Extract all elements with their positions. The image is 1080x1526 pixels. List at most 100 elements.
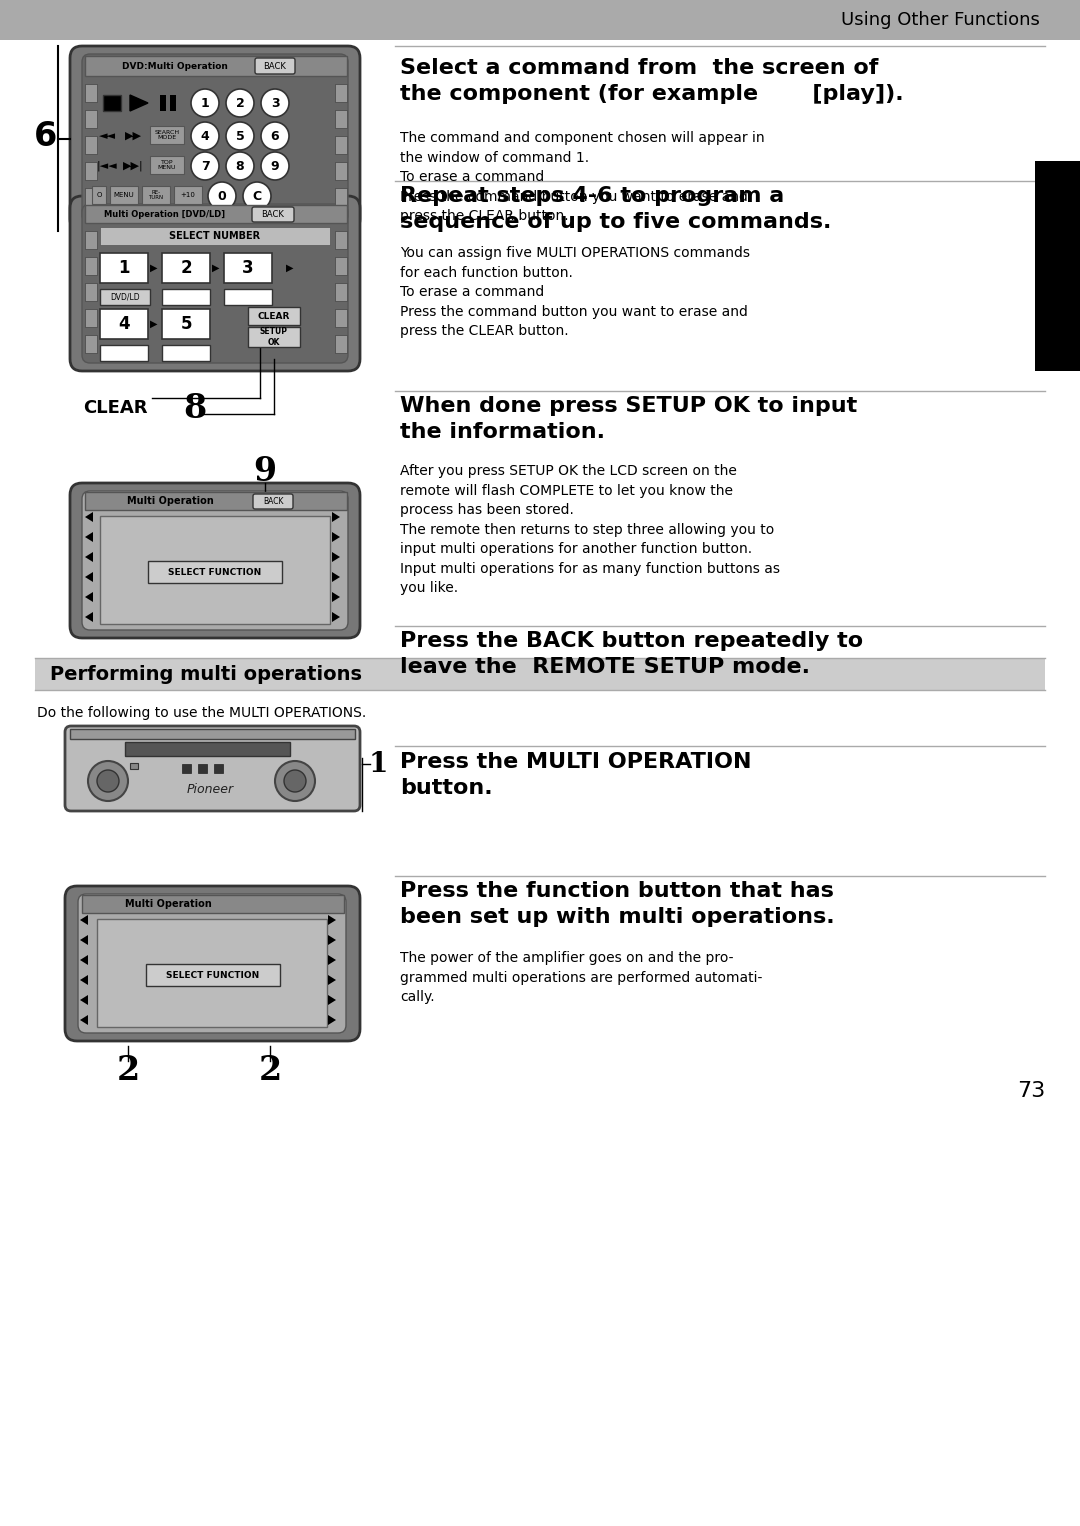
Bar [248,307,300,325]
Circle shape [87,761,129,801]
Text: 1: 1 [118,259,130,278]
Polygon shape [328,916,336,925]
Bar [224,253,272,282]
Polygon shape [328,935,336,945]
Bar [162,345,210,362]
Text: Select a command from  the screen of
the component (for example       [play]).: Select a command from the screen of the … [400,58,904,104]
Polygon shape [332,552,340,562]
Text: ▶▶|: ▶▶| [123,160,144,171]
Bar [100,227,330,246]
Polygon shape [85,533,93,542]
Text: Press the function button that has
been set up with multi operations.: Press the function button that has been … [400,881,835,928]
Bar [335,256,347,275]
Bar [97,919,327,1027]
Text: 3: 3 [271,96,280,110]
Polygon shape [80,995,87,1006]
Text: 6: 6 [271,130,280,142]
Circle shape [191,153,219,180]
Polygon shape [332,572,340,581]
Text: ▶: ▶ [150,262,158,273]
Polygon shape [85,552,93,562]
Bar [335,188,347,206]
Bar [335,136,347,154]
Text: Multi Operation: Multi Operation [124,899,212,909]
Bar [335,162,347,180]
Bar [214,765,222,774]
Bar [160,95,166,111]
Polygon shape [332,592,340,601]
Polygon shape [80,1015,87,1025]
Bar [70,729,355,739]
Text: SELECT NUMBER: SELECT NUMBER [170,230,260,241]
Text: CLEAR: CLEAR [258,311,291,320]
Bar [85,162,97,180]
Text: Pioneer: Pioneer [187,783,233,795]
Bar [224,288,272,305]
Text: Repeat steps 4-6 to program a
sequence of up to five commands.: Repeat steps 4-6 to program a sequence o… [400,186,832,232]
FancyBboxPatch shape [65,887,360,1041]
Text: 4: 4 [118,314,130,333]
Bar [335,110,347,128]
Text: 2: 2 [117,1054,139,1088]
Circle shape [243,182,271,211]
Bar [100,516,330,624]
Bar [1035,162,1080,371]
Text: BACK: BACK [264,61,286,70]
FancyBboxPatch shape [82,53,348,223]
Text: 6: 6 [33,119,56,153]
Text: SELECT FUNCTION: SELECT FUNCTION [166,971,259,980]
Text: 73: 73 [1016,1080,1045,1100]
Bar [170,95,176,111]
Bar [130,763,138,769]
Bar [174,186,202,204]
Text: ▶: ▶ [150,319,158,330]
Text: 8: 8 [235,160,244,172]
Bar [85,110,97,128]
Text: 9: 9 [254,455,276,487]
Text: 2: 2 [180,259,192,278]
Bar [100,345,148,362]
Text: MENU: MENU [113,192,134,198]
Text: DVD:Multi Operation: DVD:Multi Operation [122,61,228,70]
Text: 9: 9 [271,160,280,172]
Text: 3: 3 [242,259,254,278]
Text: ◄◄: ◄◄ [98,131,116,140]
Text: 4: 4 [201,130,210,142]
Bar [335,282,347,301]
FancyBboxPatch shape [255,58,295,73]
Circle shape [226,89,254,118]
Bar [183,765,191,774]
Text: BACK: BACK [261,209,284,218]
Bar [103,95,121,111]
Bar [198,765,207,774]
Polygon shape [328,975,336,984]
Polygon shape [85,612,93,623]
FancyBboxPatch shape [253,494,293,510]
Text: Multi Operation [DVD/LD]: Multi Operation [DVD/LD] [105,209,226,218]
Bar [100,253,148,282]
Circle shape [208,182,237,211]
Bar [100,288,150,305]
Bar [85,230,97,249]
Bar [148,562,282,583]
Polygon shape [80,955,87,964]
FancyBboxPatch shape [82,491,348,630]
Text: 7: 7 [201,160,210,172]
Bar [85,188,97,206]
Text: Press the BACK button repeatedly to
leave the  REMOTE SETUP mode.: Press the BACK button repeatedly to leav… [400,630,863,678]
Polygon shape [85,592,93,601]
Polygon shape [85,513,93,522]
Polygon shape [332,612,340,623]
Bar [85,84,97,102]
Polygon shape [80,935,87,945]
Polygon shape [85,572,93,581]
FancyBboxPatch shape [82,204,348,363]
Bar [335,84,347,102]
Text: ▶▶: ▶▶ [124,131,141,140]
Text: 0: 0 [218,189,227,203]
Text: DVD/LD: DVD/LD [110,293,139,302]
Text: You can assign five MULTI OPERATIONS commands
for each function button.
To erase: You can assign five MULTI OPERATIONS com… [400,246,750,337]
Text: O: O [96,192,102,198]
Text: 5: 5 [180,314,192,333]
Bar [146,964,280,986]
